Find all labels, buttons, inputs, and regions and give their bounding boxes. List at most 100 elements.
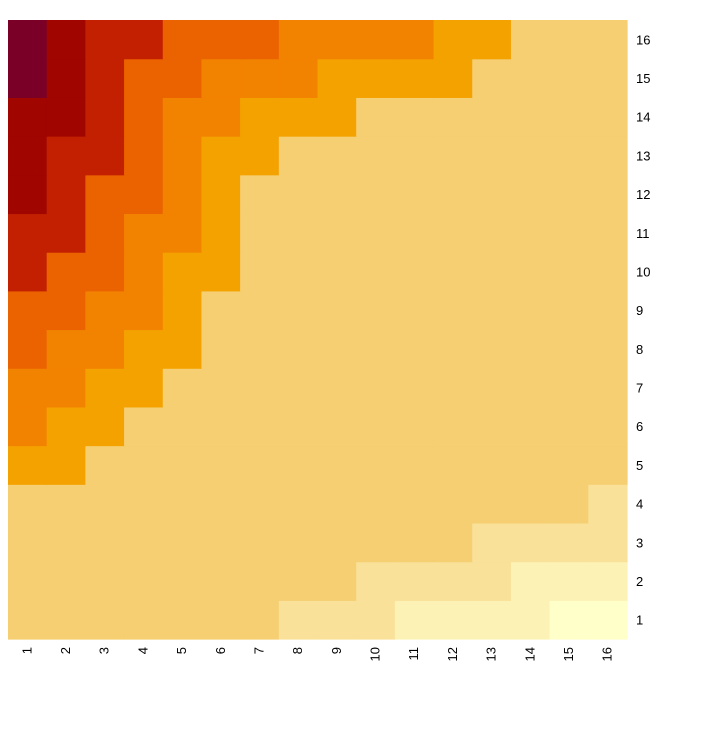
heatmap-cell <box>124 136 164 176</box>
heatmap-cell <box>433 20 473 60</box>
heatmap-cell <box>588 484 628 524</box>
heatmap-cell <box>162 290 203 331</box>
heatmap-cell <box>85 406 125 447</box>
heatmap-cell <box>8 484 48 524</box>
heatmap-cell <box>317 174 357 215</box>
heatmap-cell <box>356 174 396 215</box>
heatmap-cell <box>317 58 357 98</box>
heatmap-cell <box>278 600 319 640</box>
heatmap-cell <box>317 20 357 60</box>
heatmap-cell <box>433 406 473 447</box>
heatmap-cell <box>201 561 241 601</box>
y-tick-label: 3 <box>636 535 643 550</box>
heatmap-cell <box>278 368 319 408</box>
heatmap-cell <box>46 97 86 137</box>
heatmap-cell <box>8 290 48 331</box>
heatmap-cell <box>8 136 48 176</box>
heatmap-cell <box>510 522 551 563</box>
y-tick-label: 6 <box>636 419 643 434</box>
heatmap-cell <box>472 329 512 369</box>
x-tick-label: 6 <box>213 647 228 654</box>
heatmap-cell <box>201 136 241 176</box>
heatmap-cell <box>356 97 396 137</box>
heatmap-cell <box>588 329 628 369</box>
y-tick-label: 13 <box>636 148 650 163</box>
heatmap-cell <box>240 174 280 215</box>
heatmap-cell <box>317 368 357 408</box>
heatmap-cell <box>8 97 48 137</box>
heatmap-cell <box>278 329 319 369</box>
heatmap-cell <box>85 484 125 524</box>
heatmap-cell <box>124 252 164 292</box>
y-tick-label: 2 <box>636 574 643 589</box>
heatmap-cell <box>433 329 473 369</box>
heatmap-cell <box>394 445 435 485</box>
heatmap-cell <box>46 368 86 408</box>
heatmap-cell <box>317 136 357 176</box>
heatmap-cell <box>394 368 435 408</box>
heatmap-cell <box>85 329 125 369</box>
heatmap-cell <box>510 445 551 485</box>
heatmap-cell <box>549 174 589 215</box>
heatmap-cell <box>240 252 280 292</box>
heatmap-cell <box>85 136 125 176</box>
x-tick-label: 4 <box>135 647 150 654</box>
y-tick-label: 8 <box>636 342 643 357</box>
heatmap-cell <box>549 329 589 369</box>
heatmap-cell <box>549 368 589 408</box>
heatmap-cell <box>394 484 435 524</box>
heatmap-cell <box>124 174 164 215</box>
heatmap-cell <box>588 213 628 253</box>
heatmap-cell <box>124 329 164 369</box>
heatmap-cell <box>85 445 125 485</box>
heatmap-cell <box>588 561 628 601</box>
heatmap-cell <box>46 600 86 640</box>
heatmap-cell <box>317 561 357 601</box>
heatmap-cell <box>162 445 203 485</box>
heatmap-cell <box>472 561 512 601</box>
heatmap-cell <box>394 329 435 369</box>
heatmap-cell <box>85 58 125 98</box>
heatmap-cell <box>472 445 512 485</box>
heatmap-cell <box>317 252 357 292</box>
heatmap-cell <box>433 290 473 331</box>
heatmap-cell <box>394 600 435 640</box>
heatmap-cell <box>46 329 86 369</box>
heatmap-cell <box>46 213 86 253</box>
heatmap-cell <box>240 600 280 640</box>
heatmap-cell <box>549 600 589 640</box>
heatmap-cell <box>278 290 319 331</box>
heatmap-cell <box>510 58 551 98</box>
heatmap-cell <box>278 484 319 524</box>
x-tick-label: 7 <box>251 647 266 654</box>
heatmap-cell <box>356 484 396 524</box>
heatmap-cell <box>46 290 86 331</box>
heatmap-cell <box>549 252 589 292</box>
heatmap-cell <box>472 484 512 524</box>
heatmap-cell <box>356 329 396 369</box>
heatmap-cell <box>240 213 280 253</box>
heatmap-cell <box>162 406 203 447</box>
heatmap-cell <box>85 174 125 215</box>
heatmap-cell <box>240 406 280 447</box>
heatmap-cell <box>588 136 628 176</box>
heatmap-cell <box>588 20 628 60</box>
heatmap-cell <box>588 252 628 292</box>
y-tick-label: 5 <box>636 458 643 473</box>
heatmap-cell <box>510 97 551 137</box>
heatmap-cell <box>356 20 396 60</box>
heatmap-cell <box>201 252 241 292</box>
heatmap-cell <box>240 329 280 369</box>
x-tick-label: 10 <box>368 647 383 661</box>
heatmap-cell <box>433 522 473 563</box>
heatmap-cell <box>240 20 280 60</box>
heatmap-cell <box>162 252 203 292</box>
heatmap-cell <box>8 522 48 563</box>
heatmap-cell <box>8 406 48 447</box>
heatmap-cell <box>433 174 473 215</box>
heatmap-cell <box>356 368 396 408</box>
heatmap-cell <box>278 136 319 176</box>
heatmap-cell <box>510 368 551 408</box>
heatmap-cell <box>201 484 241 524</box>
heatmap-cell <box>394 406 435 447</box>
